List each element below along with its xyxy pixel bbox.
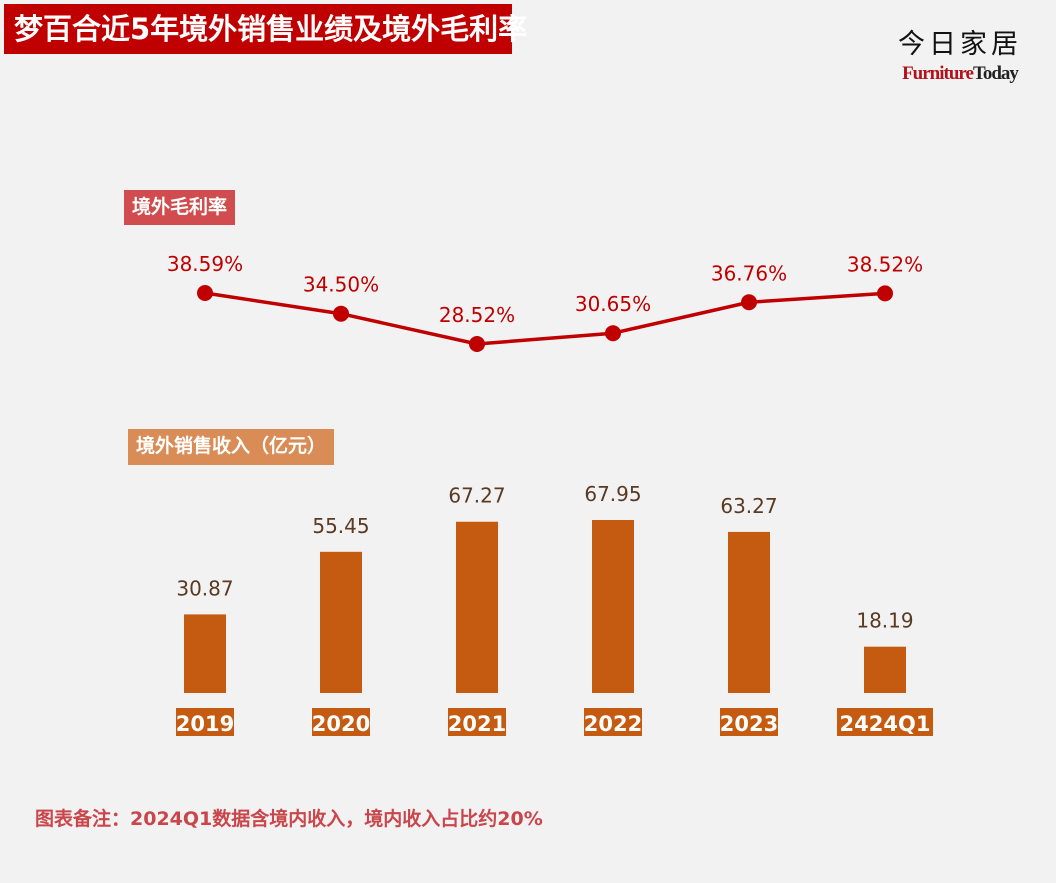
logo-en-part1: Furniture [902, 63, 974, 84]
bar-value-label-2424Q1: 18.19 [856, 609, 913, 633]
x-tick-label-2022: 2022 [584, 712, 642, 736]
bar-value-label-2021: 67.27 [448, 484, 505, 508]
x-tick-label-2023: 2023 [720, 712, 778, 736]
line-chart-title: 境外毛利率 [124, 190, 236, 225]
x-tick-label-2424Q1: 2424Q1 [840, 712, 931, 736]
bar-value-label-2019: 30.87 [176, 576, 233, 600]
logo-cn-text: 今日家居 [898, 29, 1022, 60]
chart-title: 梦百合近5年境外销售业绩及境外毛利率 [4, 4, 527, 54]
line-point-2023 [741, 294, 757, 311]
bar-2020 [320, 551, 362, 693]
logo-en-text: FurnitureToday [880, 62, 1040, 86]
bar-chart-title: 境外销售收入（亿元） [128, 429, 335, 465]
line-value-label-2022: 30.65% [575, 292, 651, 316]
line-value-label-2023: 36.76% [711, 261, 787, 285]
x-tick-bg-2019 [176, 708, 234, 736]
x-tick-bg-2020 [312, 708, 370, 736]
line-point-2019 [197, 285, 213, 301]
line-point-2020 [333, 305, 349, 322]
line-point-2021 [469, 336, 485, 352]
bar-2019 [184, 614, 226, 693]
logo-en-part2: Today [972, 63, 1019, 84]
x-tick-bg-2022 [584, 708, 642, 736]
x-tick-label-2021: 2021 [448, 712, 506, 736]
x-tick-bg-2023 [720, 708, 778, 736]
bar-value-label-2020: 55.45 [312, 514, 369, 538]
brand-logo: 今日家居 FurnitureToday [880, 28, 1040, 86]
footnote: 图表备注：2024Q1数据含境内收入，境内收入占比约20% [35, 808, 543, 830]
bar-2022 [592, 520, 634, 693]
line-value-label-2020: 34.50% [303, 273, 379, 297]
line-point-2022 [605, 325, 621, 342]
line-value-label-2021: 28.52% [439, 303, 515, 327]
bar-value-label-2023: 63.27 [720, 494, 777, 518]
x-tick-label-2020: 2020 [312, 712, 370, 736]
x-tick-label-2019: 2019 [176, 712, 234, 736]
x-tick-bg-2424Q1 [837, 708, 933, 736]
bar-value-label-2022: 67.95 [584, 482, 641, 506]
bar-2424Q1 [864, 646, 906, 693]
line-point-2424Q1 [877, 285, 893, 302]
bar-2023 [728, 531, 770, 693]
x-tick-bg-2021 [448, 708, 506, 736]
line-series [204, 291, 886, 346]
bar-2021 [456, 521, 498, 693]
line-value-label-2424Q1: 38.52% [847, 252, 923, 276]
line-value-label-2019: 38.59% [167, 252, 243, 276]
